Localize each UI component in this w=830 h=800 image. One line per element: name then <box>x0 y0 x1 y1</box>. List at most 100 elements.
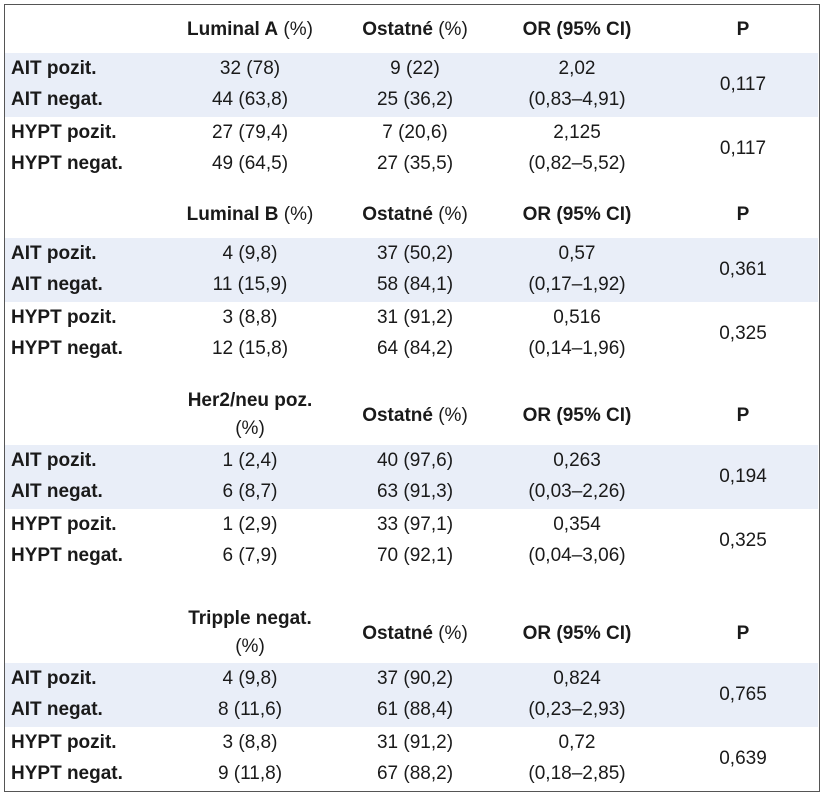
or-value: (0,04–3,06) <box>528 545 626 566</box>
row-label: HYPT negat. <box>11 338 123 359</box>
shaded-band <box>5 445 818 509</box>
others-name: Ostatné <box>362 405 433 426</box>
row-label: AIT negat. <box>11 89 103 110</box>
group-name: Luminal A <box>187 19 279 40</box>
p-value: 0,194 <box>719 465 767 487</box>
shaded-band <box>5 53 818 117</box>
row-label: AIT negat. <box>11 274 103 295</box>
others-name: Ostatné <box>362 623 433 644</box>
others-value: 31 (91,2) <box>376 732 454 753</box>
group-value: 3 (8,8) <box>222 307 278 328</box>
group-unit: (%) <box>283 19 313 40</box>
group-value: 4 (9,8) <box>222 243 278 264</box>
others-value: 9 (22) <box>390 58 440 79</box>
or-value: 0,72 <box>558 732 596 753</box>
row-label: AIT pozit. <box>11 243 97 264</box>
p-value: 0,639 <box>719 747 767 769</box>
row-label: AIT pozit. <box>11 450 97 471</box>
group-unit: (%) <box>235 418 265 439</box>
row-label: HYPT pozit. <box>11 122 117 143</box>
group-value: 6 (8,7) <box>222 481 278 502</box>
or-value: 0,516 <box>553 307 601 328</box>
others-value: 40 (97,6) <box>376 450 454 471</box>
or-value: 2,02 <box>558 58 596 79</box>
others-unit: (%) <box>438 19 468 40</box>
others-value: 37 (90,2) <box>376 668 454 689</box>
others-value: 67 (88,2) <box>376 763 454 784</box>
group-name: Tripple negat. <box>188 608 312 629</box>
group-value: 1 (2,9) <box>222 514 278 535</box>
p-value: 0,117 <box>719 73 767 95</box>
group-value: 6 (7,9) <box>222 545 278 566</box>
others-value: 61 (88,4) <box>376 699 454 720</box>
group-value: 44 (63,8) <box>211 89 289 110</box>
p-column-header: P <box>736 204 750 225</box>
or-column-header: OR (95% CI) <box>522 623 632 644</box>
or-column-header: OR (95% CI) <box>522 204 632 225</box>
others-column-header: Ostatné (%) <box>362 17 468 43</box>
or-value: (0,83–4,91) <box>528 89 626 110</box>
others-value: 37 (50,2) <box>376 243 454 264</box>
shaded-band <box>5 238 818 302</box>
others-column-header: Ostatné (%) <box>362 621 468 647</box>
group-value: 9 (11,8) <box>217 763 283 784</box>
others-value: 31 (91,2) <box>376 307 454 328</box>
row-label: AIT pozit. <box>11 58 97 79</box>
or-value: (0,18–2,85) <box>528 763 626 784</box>
or-value: 2,125 <box>553 122 601 143</box>
others-value: 63 (91,3) <box>376 481 454 502</box>
others-value: 33 (97,1) <box>376 514 454 535</box>
others-value: 27 (35,5) <box>376 153 454 174</box>
group-value: 49 (64,5) <box>211 153 289 174</box>
or-value: 0,263 <box>553 450 601 471</box>
p-column-header: P <box>736 19 750 40</box>
group-value: 12 (15,8) <box>211 338 289 359</box>
group-value: 1 (2,4) <box>222 450 278 471</box>
or-value: (0,23–2,93) <box>528 699 626 720</box>
p-value: 0,765 <box>719 683 767 705</box>
or-value: (0,14–1,96) <box>528 338 626 359</box>
others-value: 25 (36,2) <box>376 89 454 110</box>
others-unit: (%) <box>438 623 468 644</box>
shaded-band <box>5 663 818 727</box>
group-value: 3 (8,8) <box>222 732 278 753</box>
group-column-header: Her2/neu poz. (%) <box>165 387 335 443</box>
p-value: 0,361 <box>719 258 767 280</box>
others-name: Ostatné <box>362 204 433 225</box>
group-name: Luminal B <box>186 204 279 225</box>
row-label: HYPT negat. <box>11 763 123 784</box>
group-name: Her2/neu poz. <box>187 390 313 411</box>
group-value: 27 (79,4) <box>211 122 289 143</box>
group-unit: (%) <box>283 204 314 225</box>
p-column-header: P <box>736 623 750 644</box>
others-unit: (%) <box>438 405 468 426</box>
row-label: HYPT pozit. <box>11 514 117 535</box>
or-value: 0,57 <box>558 243 596 264</box>
p-value: 0,325 <box>719 529 767 551</box>
others-value: 7 (20,6) <box>382 122 448 143</box>
group-column-header: Tripple negat. (%) <box>165 605 335 661</box>
row-label: HYPT negat. <box>11 545 123 566</box>
p-column-header: P <box>736 405 750 426</box>
row-label: HYPT pozit. <box>11 307 117 328</box>
results-table: Luminal A (%) Ostatné (%) OR (95% CI) P AIT … <box>4 4 820 792</box>
others-column-header: Ostatné (%) <box>362 202 468 228</box>
others-unit: (%) <box>438 204 468 225</box>
or-value: 0,824 <box>553 668 601 689</box>
row-label: AIT negat. <box>11 481 103 502</box>
or-column-header: OR (95% CI) <box>522 405 632 426</box>
or-value: (0,03–2,26) <box>528 481 626 502</box>
row-label: AIT negat. <box>11 699 103 720</box>
p-value: 0,117 <box>719 137 767 159</box>
group-value: 4 (9,8) <box>222 668 278 689</box>
others-column-header: Ostatné (%) <box>362 403 468 429</box>
others-value: 58 (84,1) <box>376 274 454 295</box>
others-value: 64 (84,2) <box>376 338 454 359</box>
others-name: Ostatné <box>362 19 433 40</box>
group-value: 11 (15,9) <box>212 274 288 295</box>
or-value: (0,17–1,92) <box>528 274 626 295</box>
row-label: HYPT negat. <box>11 153 123 174</box>
or-value: (0,82–5,52) <box>528 153 626 174</box>
group-value: 8 (11,6) <box>217 699 283 720</box>
group-unit: (%) <box>235 636 265 657</box>
